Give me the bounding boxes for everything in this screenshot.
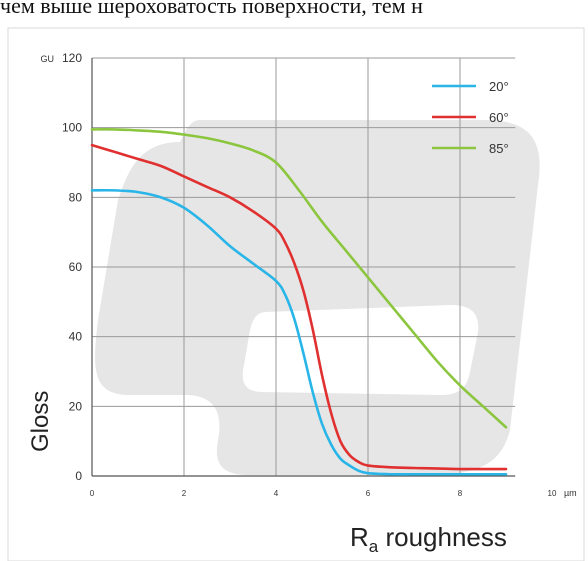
x-unit-label: µm [564,488,577,498]
y-axis-label: Gloss [27,391,54,452]
y-tick-label: 60 [69,260,83,274]
legend-label: 20° [489,79,509,94]
legend: 20° 60° 85° [432,79,509,156]
y-tick-label: 20 [69,399,83,413]
legend-label: 60° [489,110,509,125]
x-axis-label: Ra roughness [350,522,507,556]
y-unit-label: GU [41,54,55,64]
y-tick-label: 100 [62,121,82,135]
series-line-3 [90,128,508,429]
axes: 0 20 40 60 80 100 120 GU 0 2 4 6 8 10 µm [41,51,577,498]
x-tick-label: 10 [548,489,557,498]
page-caption: чем выше шероховатость поверхности, тем … [0,0,423,18]
x-tick-label: 6 [366,489,371,498]
series-line-2 [90,143,508,471]
x-axis-label-rest: roughness [378,522,507,552]
x-tick-label: 0 [90,489,95,498]
y-tick-label: 40 [69,330,83,344]
x-axis-label-main: R [350,522,369,552]
y-tick-label: 0 [75,469,82,483]
y-tick-label: 120 [62,51,82,65]
series-lines [90,128,508,476]
y-tick-label: 80 [69,190,83,204]
x-tick-label: 8 [458,489,463,498]
x-axis-label-subscript: a [369,537,379,556]
panel-border [7,27,585,561]
x-tick-label: 4 [274,489,279,498]
background-logo-shape [95,120,540,475]
background-logo-hole [242,305,479,395]
legend-label: 85° [489,141,509,156]
series-line-1 [90,188,508,476]
x-tick-label: 2 [182,489,187,498]
